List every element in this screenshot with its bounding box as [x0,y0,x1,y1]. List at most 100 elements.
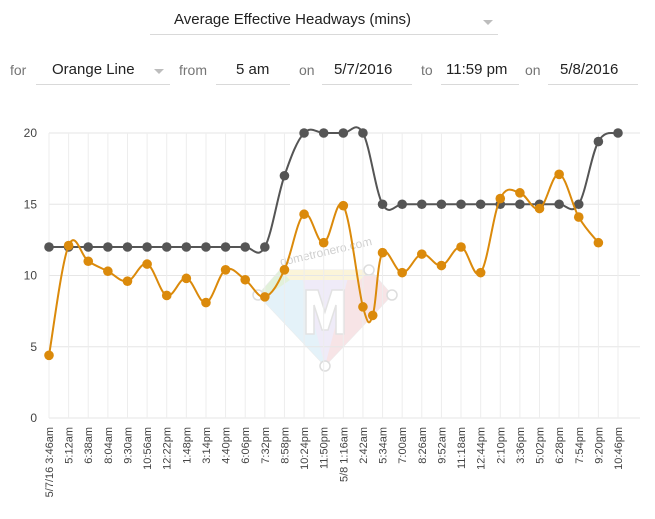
data-point-scheduled[interactable] [338,128,349,138]
data-point-observed[interactable] [475,267,486,278]
data-point-observed[interactable] [358,302,368,312]
x-tick-label: 7:32pm [260,427,272,464]
series-observed [44,169,604,361]
data-point-observed[interactable] [318,237,329,248]
x-tick-label: 9:52am [436,427,448,464]
chevron-down-icon [154,69,164,74]
data-point-observed[interactable] [201,297,211,308]
data-point-observed[interactable] [338,200,349,211]
from-label: from [179,62,207,78]
x-tick-label: 7:00am [397,427,409,464]
data-point-scheduled[interactable] [142,242,152,252]
data-point-scheduled[interactable] [161,242,172,252]
data-point-scheduled[interactable] [240,242,251,252]
data-point-observed[interactable] [63,240,74,251]
data-point-observed[interactable] [260,292,270,302]
data-point-scheduled[interactable] [260,242,270,252]
data-point-observed[interactable] [456,242,466,252]
line-select-value: Orange Line [52,61,135,78]
chevron-down-icon [483,20,493,25]
x-tick-label: 5:34am [378,427,390,464]
x-tick-label: 2:10pm [495,427,507,464]
data-point-observed[interactable] [367,310,378,321]
data-point-observed[interactable] [279,265,290,275]
end-time-field[interactable]: 11:59 pm [441,56,519,85]
x-tick-label: 6:06pm [240,427,252,464]
data-point-observed[interactable] [436,260,447,271]
end-date-field[interactable]: 5/8/2016 [548,56,638,85]
x-tick-label: 4:40pm [221,427,233,464]
data-point-scheduled[interactable] [201,242,211,252]
data-point-observed[interactable] [240,274,251,285]
data-point-observed[interactable] [83,256,94,267]
data-point-scheduled[interactable] [318,128,329,138]
on-label-start: on [299,62,315,78]
x-tick-label: 5/8 1:16am [338,427,350,482]
data-point-observed[interactable] [299,209,309,220]
series-line-scheduled [49,126,619,254]
x-tick-label: 9:20pm [593,427,605,464]
data-point-scheduled[interactable] [554,199,564,210]
data-point-scheduled[interactable] [83,242,94,252]
start-date-field[interactable]: 5/7/2016 [322,56,412,85]
data-point-observed[interactable] [220,265,231,275]
end-time-value: 11:59 pm [446,61,508,78]
data-point-observed[interactable] [161,290,172,301]
data-point-observed[interactable] [397,267,407,278]
y-tick-label: 0 [30,411,37,425]
x-tick-label: 10:24pm [299,427,311,470]
data-point-scheduled[interactable] [181,242,192,252]
data-point-observed[interactable] [573,212,584,222]
data-point-scheduled[interactable] [279,170,290,181]
x-tick-label: 8:58pm [279,427,291,464]
data-point-observed[interactable] [554,169,564,180]
data-point-observed[interactable] [416,249,427,259]
x-tick-label: 12:22pm [162,427,174,470]
data-point-observed[interactable] [122,276,133,287]
metric-select-value: Average Effective Headways (mins) [174,11,412,28]
data-point-scheduled[interactable] [103,242,113,252]
x-tick-label: 10:46pm [613,427,625,470]
y-tick-label: 5 [30,340,37,354]
data-point-scheduled[interactable] [377,199,388,210]
data-point-scheduled[interactable] [299,128,309,138]
data-point-observed[interactable] [534,203,545,214]
data-point-observed[interactable] [44,350,54,361]
metric-select[interactable]: Average Effective Headways (mins) [150,8,498,35]
x-tick-label: 12:44pm [476,427,488,470]
data-point-observed[interactable] [142,259,152,269]
x-tick-label: 3:14pm [201,427,213,464]
data-point-scheduled[interactable] [397,199,407,210]
x-tick-label: 5/7/16 3:46am [44,427,56,497]
data-point-scheduled[interactable] [122,242,133,252]
start-time-field[interactable]: 5 am [216,56,290,85]
data-point-scheduled[interactable] [436,199,447,210]
data-point-observed[interactable] [495,193,506,204]
x-tick-label: 7:54pm [574,427,586,464]
start-time-value: 5 am [236,61,270,78]
for-label: for [10,62,27,78]
line-select[interactable]: Orange Line [36,56,170,85]
data-point-scheduled[interactable] [44,242,54,252]
data-point-scheduled[interactable] [573,199,584,210]
x-tick-label: 10:56am [142,427,154,470]
end-date-value: 5/8/2016 [560,61,619,78]
data-point-scheduled[interactable] [220,242,231,252]
data-point-scheduled[interactable] [593,136,604,147]
data-point-scheduled[interactable] [613,128,623,138]
x-tick-label: 11:18am [456,427,468,469]
x-tick-label: 1:48pm [181,427,193,464]
data-point-observed[interactable] [377,247,388,258]
data-point-observed[interactable] [181,273,192,284]
data-point-scheduled[interactable] [416,199,427,210]
data-point-scheduled[interactable] [358,128,368,138]
data-point-observed[interactable] [515,188,525,198]
data-point-scheduled[interactable] [475,199,486,210]
data-point-scheduled[interactable] [456,199,466,210]
data-point-observed[interactable] [103,266,113,277]
x-tick-label: 3:36pm [515,427,527,464]
data-point-observed[interactable] [593,237,604,248]
x-tick-label: 11:50pm [319,427,331,469]
data-point-scheduled[interactable] [515,199,525,210]
